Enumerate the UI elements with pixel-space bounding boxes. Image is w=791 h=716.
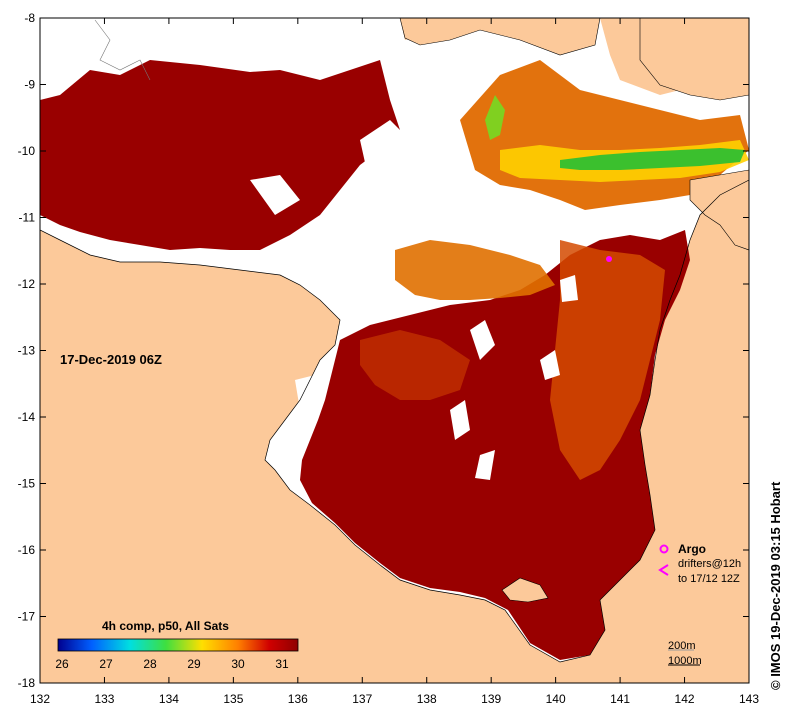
- credit-label: © IMOS 19-Dec-2019 03:15 Hobart: [768, 481, 783, 690]
- x-tick-label: 137: [352, 692, 372, 706]
- colorbar: [57, 638, 299, 652]
- x-tick-label: 142: [675, 692, 695, 706]
- colorbar-tick-label: 30: [231, 657, 245, 671]
- x-tick-label: 132: [30, 692, 50, 706]
- y-tick-label: -11: [19, 211, 36, 225]
- y-tick-label: -8: [24, 11, 35, 25]
- contour-legend-label-2: 1000m: [668, 655, 702, 667]
- x-tick-label: 134: [159, 692, 179, 706]
- colorbar-tick-label: 27: [99, 657, 113, 671]
- coastline: [40, 179, 749, 663]
- colorbar-tick-label: 31: [275, 657, 289, 671]
- x-axis: 132 133 134 135 136 137 138 139 140 141 142 143: [30, 18, 759, 706]
- land-png: [399, 18, 749, 251]
- x-tick-label: 136: [288, 692, 308, 706]
- y-tick-label: -18: [18, 676, 36, 690]
- y-tick-label: -15: [18, 477, 36, 491]
- colorbar-title: 4h comp, p50, All Sats: [102, 619, 229, 633]
- land-new-guinea-east: [639, 18, 749, 101]
- x-tick-label: 138: [417, 692, 437, 706]
- drifter-legend-icon: [658, 564, 669, 576]
- x-tick-label: 141: [610, 692, 630, 706]
- argo-legend-icon: [659, 544, 669, 554]
- argo-legend-label: Argo: [678, 542, 706, 556]
- sst-orange-east: [550, 240, 665, 480]
- contour-legend-label-1: 200m: [668, 640, 696, 652]
- sst-green-band: [560, 148, 745, 170]
- sst-orange-west-gulf: [360, 330, 470, 400]
- x-tick-label: 143: [739, 692, 759, 706]
- y-tick-label: -12: [18, 277, 36, 291]
- x-tick-label: 140: [546, 692, 566, 706]
- sst-green-patch: [485, 95, 505, 140]
- y-tick-label: -13: [18, 344, 36, 358]
- y-tick-label: -14: [18, 410, 36, 424]
- y-tick-label: -16: [18, 543, 36, 557]
- colorbar-tick-label: 26: [55, 657, 69, 671]
- x-tick-label: 135: [223, 692, 243, 706]
- y-tick-label: -10: [18, 144, 36, 158]
- date-label: 17-Dec-2019 06Z: [60, 352, 162, 367]
- sst-orange-mid: [395, 240, 555, 300]
- y-axis: -8 -9 -10 -11 -12 -13 -14 -15 -16 -17 -18: [18, 11, 749, 690]
- colorbar-tick-label: 28: [143, 657, 157, 671]
- x-tick-label: 139: [481, 692, 501, 706]
- drifters-legend-label: drifters@12h: [678, 558, 741, 570]
- colorbar-tick-label: 29: [187, 657, 201, 671]
- sst-warm-west: [40, 60, 400, 250]
- argo-float-marker: [606, 256, 612, 262]
- drifters-range-label: to 17/12 12Z: [678, 573, 740, 585]
- island: [501, 577, 549, 603]
- contour-line: [94, 19, 151, 81]
- y-tick-label: -17: [18, 610, 36, 624]
- colorbar-ticks: 26 27 28 29 30 31: [55, 657, 289, 671]
- y-tick-label: -9: [24, 78, 35, 92]
- x-tick-label: 133: [94, 692, 114, 706]
